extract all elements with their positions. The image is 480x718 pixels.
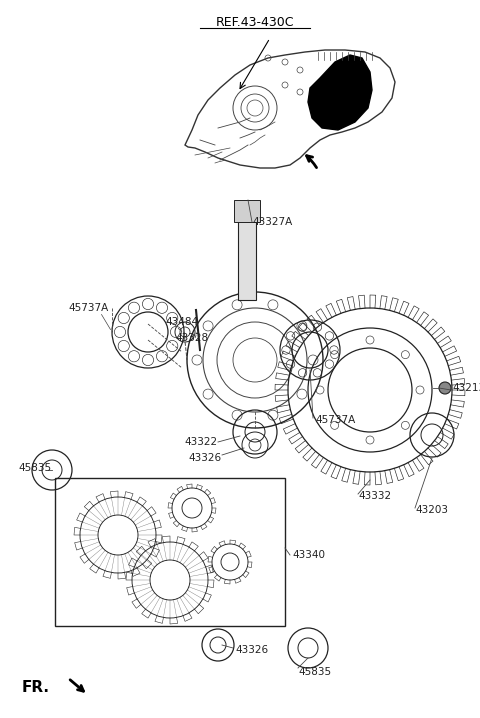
Bar — [238, 220, 256, 300]
Text: 43322: 43322 — [185, 437, 218, 447]
Text: 45835: 45835 — [18, 463, 51, 473]
Text: 43327A: 43327A — [252, 217, 292, 227]
Text: 43326: 43326 — [235, 645, 268, 655]
Text: 45835: 45835 — [298, 667, 331, 677]
Bar — [234, 200, 260, 222]
Text: 43484: 43484 — [165, 317, 198, 327]
Text: 45737A: 45737A — [68, 303, 108, 313]
Text: 43326: 43326 — [189, 453, 222, 463]
Text: 43332: 43332 — [358, 491, 391, 501]
Text: FR.: FR. — [22, 681, 50, 696]
Text: 43203: 43203 — [415, 505, 448, 515]
Circle shape — [439, 382, 451, 394]
Polygon shape — [308, 55, 372, 130]
Text: 43328: 43328 — [175, 333, 208, 343]
Text: 43340: 43340 — [292, 550, 325, 560]
Text: 45737A: 45737A — [315, 415, 355, 425]
Bar — [55, 478, 285, 626]
Text: REF.43-430C: REF.43-430C — [216, 16, 294, 29]
Text: 43213: 43213 — [452, 383, 480, 393]
